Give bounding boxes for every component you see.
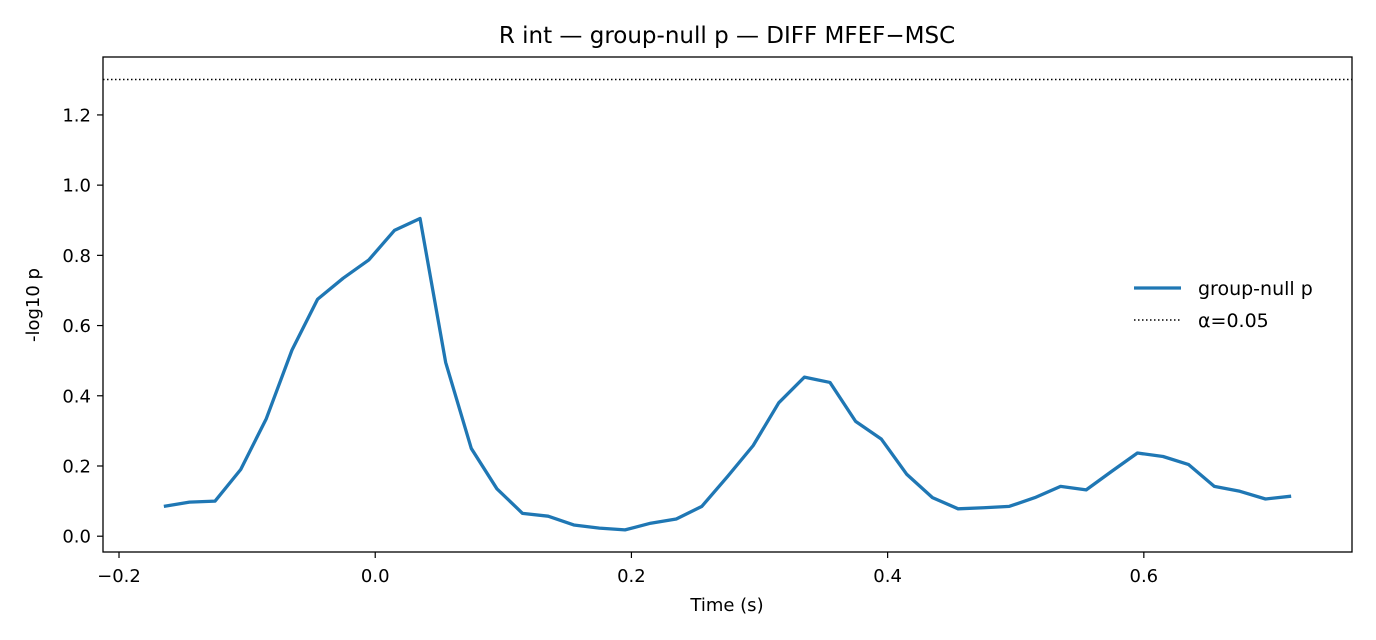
- chart-title: R int — group-null p — DIFF MFEF−MSC: [499, 23, 955, 49]
- x-tick-label: −0.2: [97, 566, 141, 587]
- x-tick-label: 0.4: [873, 566, 902, 587]
- y-axis-label: -log10 p: [23, 268, 44, 342]
- y-tick-label: 1.2: [62, 105, 91, 126]
- x-axis-label: Time (s): [689, 595, 763, 616]
- plot-frame: [102, 56, 1353, 553]
- legend: group-null p α=0.05: [1134, 278, 1313, 332]
- x-axis: −0.2 0.0 0.2 0.4 0.6: [97, 552, 1158, 587]
- x-tick-label: 0.2: [617, 566, 646, 587]
- y-tick-label: 0.6: [62, 316, 91, 337]
- y-tick-label: 0.0: [62, 527, 91, 548]
- y-tick-label: 0.2: [62, 456, 91, 477]
- y-tick-label: 0.8: [62, 246, 91, 267]
- y-tick-label: 1.0: [62, 176, 91, 197]
- x-tick-label: 0.0: [361, 566, 390, 587]
- y-axis: 0.0 0.2 0.4 0.6 0.8 1.0 1.2: [62, 105, 103, 548]
- y-tick-label: 0.4: [62, 386, 91, 407]
- series-line-group-null-p: [163, 216, 1292, 532]
- legend-label-group-null-p: group-null p: [1198, 278, 1313, 300]
- plot-area: [103, 78, 1352, 532]
- x-tick-label: 0.6: [1130, 566, 1159, 587]
- legend-label-alpha: α=0.05: [1198, 310, 1269, 332]
